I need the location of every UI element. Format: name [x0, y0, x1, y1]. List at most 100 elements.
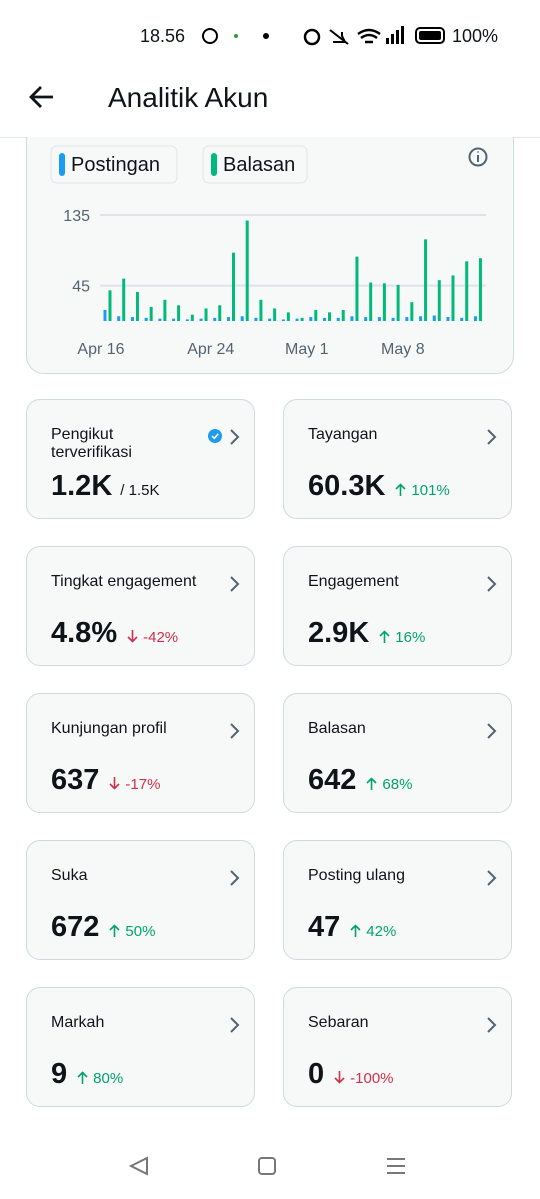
bar — [419, 316, 423, 321]
bar — [122, 278, 126, 321]
stat-number: 47 — [308, 911, 341, 943]
bar — [382, 283, 386, 321]
bar — [286, 312, 290, 321]
bar — [158, 318, 162, 321]
chevron-path — [487, 1017, 497, 1033]
chevron — [487, 870, 497, 886]
stat-label: Balasan — [308, 720, 366, 737]
bar — [446, 317, 450, 321]
stat-card[interactable]: Sebaran 0 -100% — [283, 987, 512, 1107]
bar — [336, 317, 340, 321]
stat-change: 101% — [395, 482, 450, 499]
back-button[interactable] — [28, 84, 58, 110]
stat-change: -17% — [109, 776, 160, 793]
bar — [273, 308, 277, 321]
change-arrow — [350, 924, 361, 937]
stat-card[interactable]: Engagement 2.9K 16% — [283, 546, 512, 666]
bar — [108, 290, 112, 321]
x-tick-label: May 1 — [285, 341, 329, 358]
change-text: 42% — [366, 923, 397, 940]
x-tick-label: Apr 16 — [77, 341, 124, 358]
bar — [424, 239, 428, 321]
bar — [172, 318, 176, 321]
bar — [369, 282, 373, 321]
bar — [204, 308, 208, 321]
stat-number: 0 — [308, 1058, 325, 1090]
nav-back[interactable] — [128, 1156, 148, 1176]
bar — [309, 317, 313, 321]
x-tick-label: May 8 — [381, 341, 425, 358]
bar — [144, 317, 148, 321]
verified-badge — [208, 429, 222, 443]
nav-menu[interactable] — [387, 1158, 405, 1174]
stat-value: 642 68% — [308, 764, 412, 797]
chevron — [487, 723, 497, 739]
stat-number: 9 — [51, 1058, 68, 1090]
change-arrow — [334, 1071, 345, 1084]
stat-card[interactable]: Kunjungan profil 637 -17% — [26, 693, 255, 813]
chevron-path — [230, 1017, 240, 1033]
stat-total: / 1.5K — [120, 482, 160, 499]
chevron — [230, 723, 240, 739]
bar — [391, 317, 395, 321]
change-text: 68% — [382, 776, 413, 793]
bar — [163, 299, 167, 321]
stat-value: 9 80% — [51, 1058, 123, 1091]
y-tick-label: 45 — [72, 279, 90, 296]
chevron — [230, 576, 240, 592]
header-bg — [0, 120, 540, 137]
stat-card[interactable]: Pengikut terverifikasi 1.2K / 1.5K — [26, 399, 255, 519]
stat-value: 47 42% — [308, 911, 396, 944]
arrow-path — [109, 924, 120, 937]
bar — [410, 302, 414, 321]
stat-change: 80% — [77, 1070, 123, 1087]
bar — [268, 318, 272, 321]
bar — [341, 310, 345, 321]
stat-label: Sebaran — [308, 1014, 369, 1031]
chevron-path — [230, 576, 240, 592]
legend-swatch — [211, 153, 217, 176]
chevron — [230, 1017, 240, 1033]
bar — [478, 258, 482, 321]
legend-swatch — [59, 153, 65, 176]
bar — [377, 317, 381, 321]
stat-card[interactable]: Suka 672 50% — [26, 840, 255, 960]
arrow-path — [395, 483, 406, 496]
stat-number: 60.3K — [308, 470, 386, 502]
y-tick-label: 135 — [63, 208, 90, 225]
badge-check — [211, 433, 219, 440]
chevron-path — [487, 429, 497, 445]
x-tick-label: Apr 24 — [187, 341, 234, 358]
change-text: 101% — [411, 482, 450, 499]
bar — [117, 316, 121, 321]
bar — [135, 291, 139, 321]
bar — [300, 317, 304, 321]
bar — [355, 256, 359, 321]
arrow-path — [334, 1071, 345, 1084]
arrow-path — [350, 924, 361, 937]
change-arrow — [366, 777, 377, 790]
change-arrow — [379, 630, 390, 643]
stat-value: 2.9K 16% — [308, 617, 425, 650]
bar — [259, 299, 263, 321]
stat-card[interactable]: Balasan 642 68% — [283, 693, 512, 813]
stat-card[interactable]: Posting ulang 47 42% — [283, 840, 512, 960]
bar — [190, 314, 194, 321]
chevron-path — [487, 576, 497, 592]
status-icons — [202, 26, 445, 46]
change-arrow — [395, 483, 406, 496]
stat-number: 4.8% — [51, 617, 118, 649]
bar — [328, 312, 332, 321]
stat-card[interactable]: Tingkat engagement 4.8% -42% — [26, 546, 255, 666]
bar — [185, 319, 189, 321]
arrow-path — [366, 777, 377, 790]
stat-card[interactable]: Markah 9 80% — [26, 987, 255, 1107]
nav-home[interactable] — [258, 1157, 276, 1175]
chevron-path — [487, 870, 497, 886]
bar — [218, 305, 222, 321]
bar — [295, 318, 299, 321]
legend-label: Balasan — [223, 154, 295, 176]
stat-card[interactable]: Tayangan 60.3K 101% — [283, 399, 512, 519]
chevron-path — [230, 429, 240, 445]
